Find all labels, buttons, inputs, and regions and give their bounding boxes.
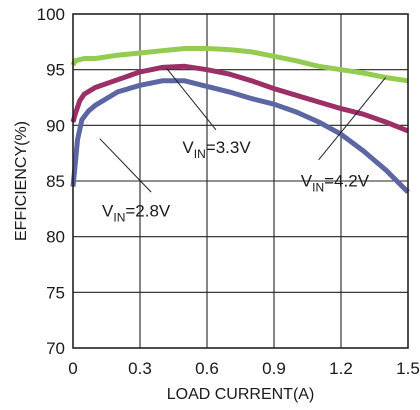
frame-layer bbox=[72, 13, 409, 349]
series-annotation-3: VIN=2.8V bbox=[102, 202, 171, 225]
y-tick-label: 70 bbox=[46, 339, 65, 358]
plot-frame bbox=[72, 13, 409, 349]
x-axis-title: LOAD CURRENT(A) bbox=[167, 386, 315, 403]
annotation-leader-1 bbox=[318, 77, 387, 161]
series-line-2 bbox=[70, 63, 409, 134]
annotation-main: V bbox=[301, 172, 313, 191]
annotation-value: =2.8V bbox=[125, 202, 171, 221]
y-tick-label: 75 bbox=[46, 283, 65, 302]
annotation-value: =4.2V bbox=[324, 172, 370, 191]
annotation-main: V bbox=[102, 202, 114, 221]
x-tick-label: 0.3 bbox=[128, 359, 152, 378]
series-layer bbox=[70, 46, 410, 194]
series-annotation-2: VIN=3.3V bbox=[182, 138, 251, 161]
series-annotation-1: VIN=4.2V bbox=[301, 172, 370, 195]
annotation-subscript: IN bbox=[312, 181, 324, 195]
x-tick-label: 0 bbox=[68, 359, 77, 378]
x-tick-label: 1.2 bbox=[329, 359, 353, 378]
x-tick-label: 0.6 bbox=[195, 359, 219, 378]
series-line-1 bbox=[70, 46, 409, 84]
annotation-value: =3.3V bbox=[206, 138, 252, 157]
y-tick-label: 100 bbox=[37, 5, 65, 24]
y-tick-label: 95 bbox=[46, 61, 65, 80]
annotation-main: V bbox=[182, 138, 194, 157]
y-tick-label: 90 bbox=[46, 116, 65, 135]
annotation-subscript: IN bbox=[113, 211, 125, 225]
y-tick-label: 80 bbox=[46, 228, 65, 247]
annotation-subscript: IN bbox=[194, 147, 206, 161]
series-line-3 bbox=[70, 78, 410, 194]
y-tick-label: 85 bbox=[46, 172, 65, 191]
annotation-leader-2 bbox=[166, 68, 217, 131]
annotation-leader-3 bbox=[99, 138, 152, 193]
x-tick-label: 0.9 bbox=[262, 359, 286, 378]
ticks-layer: 0 0.3 0.6 0.9 1.2 1.5 70 75 80 85 90 95 100 bbox=[37, 5, 420, 378]
y-axis-title: EFFICIENCY(%) bbox=[13, 121, 30, 241]
x-tick-label: 1.5 bbox=[396, 359, 420, 378]
